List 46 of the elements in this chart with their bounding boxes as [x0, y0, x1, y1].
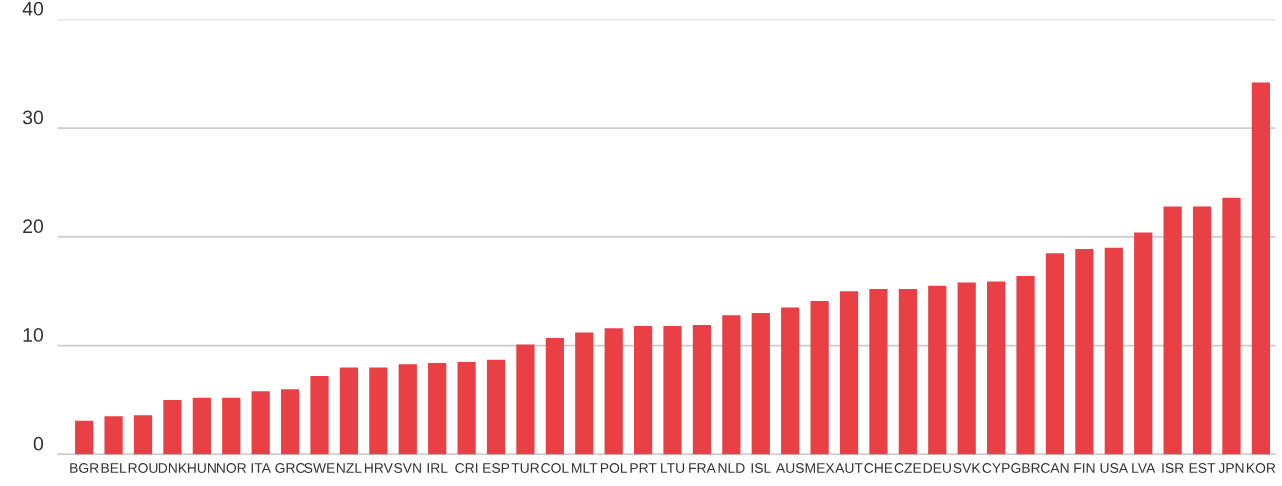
x-tick-label: FRA [689, 463, 716, 473]
x-tick-label: PRT [630, 463, 657, 473]
x-tick-label: BGR [70, 463, 99, 473]
x-tick-label: ESP [483, 463, 510, 473]
y-tick-label: 20 [23, 219, 44, 234]
x-tick-label: NOR [216, 463, 247, 473]
x-tick-label: NLD [718, 463, 745, 473]
x-tick-label: ROU [128, 463, 158, 473]
x-tick-label: USA [1100, 463, 1129, 473]
x-tick-label: BEL [101, 463, 127, 473]
x-tick-label: AUT [835, 463, 863, 473]
x-tick-label: ISR [1162, 463, 1184, 473]
x-tick-label: HUN [187, 463, 216, 473]
y-tick-label: 30 [22, 110, 44, 125]
x-tick-label: CHE [864, 463, 893, 473]
x-tick-label: LVA [1132, 463, 1156, 473]
x-tick-label: CZE [894, 463, 922, 473]
x-tick-label: NZL [336, 463, 362, 473]
x-tick-label: CYP [982, 463, 1010, 473]
x-tick-label: TUR [511, 463, 540, 473]
x-tick-label: DNK [158, 463, 187, 473]
y-tick-label: 0 [33, 436, 44, 451]
x-tick-label: SVN [394, 463, 421, 473]
x-tick-label: CAN [1041, 463, 1069, 473]
x-tick-label: CRI [455, 463, 478, 473]
x-tick-label: AUS [775, 463, 804, 473]
x-tick-label: POL [600, 463, 628, 473]
x-tick-label: FIN [1074, 463, 1095, 473]
x-tick-label: MEX [805, 463, 835, 473]
x-tick-label: SVK [953, 463, 981, 473]
y-tick-label: 40 [22, 1, 44, 16]
x-tick-label: MLT [572, 463, 598, 473]
x-tick-label: GRC [275, 463, 305, 473]
x-tick-label: HRV [364, 463, 393, 473]
x-tick-label: EST [1189, 463, 1216, 473]
x-tick-label: DEU [923, 463, 951, 473]
x-tick-label: IRL [427, 463, 448, 473]
x-tick-label: JPN [1218, 463, 1244, 473]
x-tick-label: SWE [304, 463, 335, 473]
x-tick-label: LTU [661, 463, 685, 473]
x-tick-label: GBR [1011, 463, 1040, 473]
x-tick-label: COL [541, 463, 569, 473]
x-tick-label: ITA [251, 463, 271, 473]
y-tick-label: 10 [23, 328, 44, 342]
x-tick-label: ISL [751, 463, 771, 473]
x-tick-label: KOR [1246, 463, 1276, 473]
